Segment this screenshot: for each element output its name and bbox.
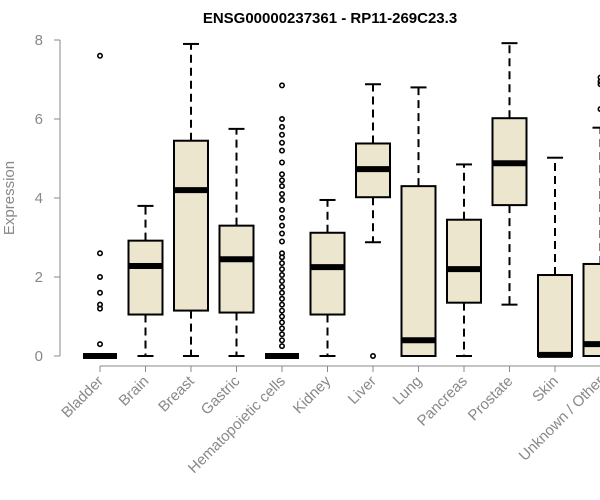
x-tick-label: Pancreas [414, 373, 471, 430]
outlier-point [369, 352, 376, 359]
outlier-point [278, 289, 285, 296]
iqr-box [218, 224, 255, 314]
box-brain [127, 204, 164, 357]
outlier-point [97, 289, 104, 296]
iqr-box [537, 274, 573, 357]
box-unknown-other [582, 74, 600, 357]
boxes [83, 42, 600, 359]
outlier-point [278, 319, 285, 326]
outlier-point [278, 82, 285, 89]
outlier-point [278, 277, 285, 284]
iqr-box [127, 239, 164, 316]
outlier-point [278, 325, 285, 332]
outlier-point [278, 196, 285, 203]
outlier-point [278, 307, 285, 314]
outlier-point [278, 313, 285, 320]
x-tick-label: Kidney [290, 372, 335, 417]
iqr-box [400, 185, 437, 357]
outlier-point [97, 341, 104, 348]
box-gastric [218, 127, 255, 357]
chart-title: ENSG00000237361 - RP11-269C23.3 [203, 10, 457, 27]
outlier-point [278, 266, 285, 273]
y-tick-label: 2 [35, 269, 43, 286]
iqr-box [173, 139, 209, 312]
x-tick-label: Breast [155, 372, 198, 415]
outlier-point [97, 250, 104, 257]
x-tick-label: Brain [116, 373, 153, 410]
y-tick-label: 0 [35, 348, 43, 365]
x-tick-label: Liver [345, 373, 380, 408]
outlier-point [278, 260, 285, 267]
outlier-point [278, 272, 285, 279]
outlier-point [278, 131, 285, 138]
box-skin [537, 156, 573, 358]
outlier-point [597, 78, 600, 85]
outlier-point [97, 52, 104, 59]
box-lung [400, 86, 437, 357]
y-tick-label: 6 [35, 111, 43, 128]
outlier-point [278, 283, 285, 290]
outlier-point [278, 123, 285, 130]
outlier-point [97, 305, 104, 312]
box-kidney [309, 198, 346, 357]
outlier-point [278, 159, 285, 166]
outlier-point [597, 81, 600, 88]
outlier-point [597, 106, 600, 113]
outlier-point [97, 273, 104, 280]
outlier-point [278, 238, 285, 245]
iqr-box [446, 218, 482, 304]
x-tick-label: Bladder [58, 373, 107, 422]
iqr-box [582, 262, 600, 357]
outlier-point [278, 222, 285, 229]
box-pancreas [446, 163, 482, 357]
box-hematopoietic-cells [265, 82, 299, 359]
outlier-point [278, 331, 285, 338]
box-liver [355, 83, 391, 359]
outlier-point [278, 171, 285, 178]
outlier-point [278, 230, 285, 237]
outlier-point [278, 116, 285, 123]
box-breast [173, 42, 209, 357]
iqr-box [309, 231, 346, 316]
y-axis-label: Expression [1, 161, 18, 235]
outlier-point [278, 191, 285, 198]
y-tick-label: 4 [35, 190, 43, 207]
axes: 0 2 4 6 8 [35, 32, 600, 367]
outlier-point [278, 177, 285, 184]
x-tick-label: Lung [390, 373, 426, 409]
outlier-point [278, 301, 285, 308]
x-tick-label: Prostate [465, 373, 517, 425]
outlier-point [278, 139, 285, 146]
outlier-point [278, 183, 285, 190]
box-prostate [491, 42, 528, 306]
outlier-point [278, 343, 285, 350]
outlier-point [278, 337, 285, 344]
outlier-point [278, 295, 285, 302]
outlier-point [278, 206, 285, 213]
outlier-point [278, 147, 285, 154]
outlier-point [278, 254, 285, 261]
x-tick-label: Skin [529, 373, 562, 406]
outlier-point [597, 74, 600, 81]
y-tick-label: 8 [35, 32, 43, 49]
outlier-point [278, 214, 285, 221]
box-bladder [83, 52, 117, 359]
